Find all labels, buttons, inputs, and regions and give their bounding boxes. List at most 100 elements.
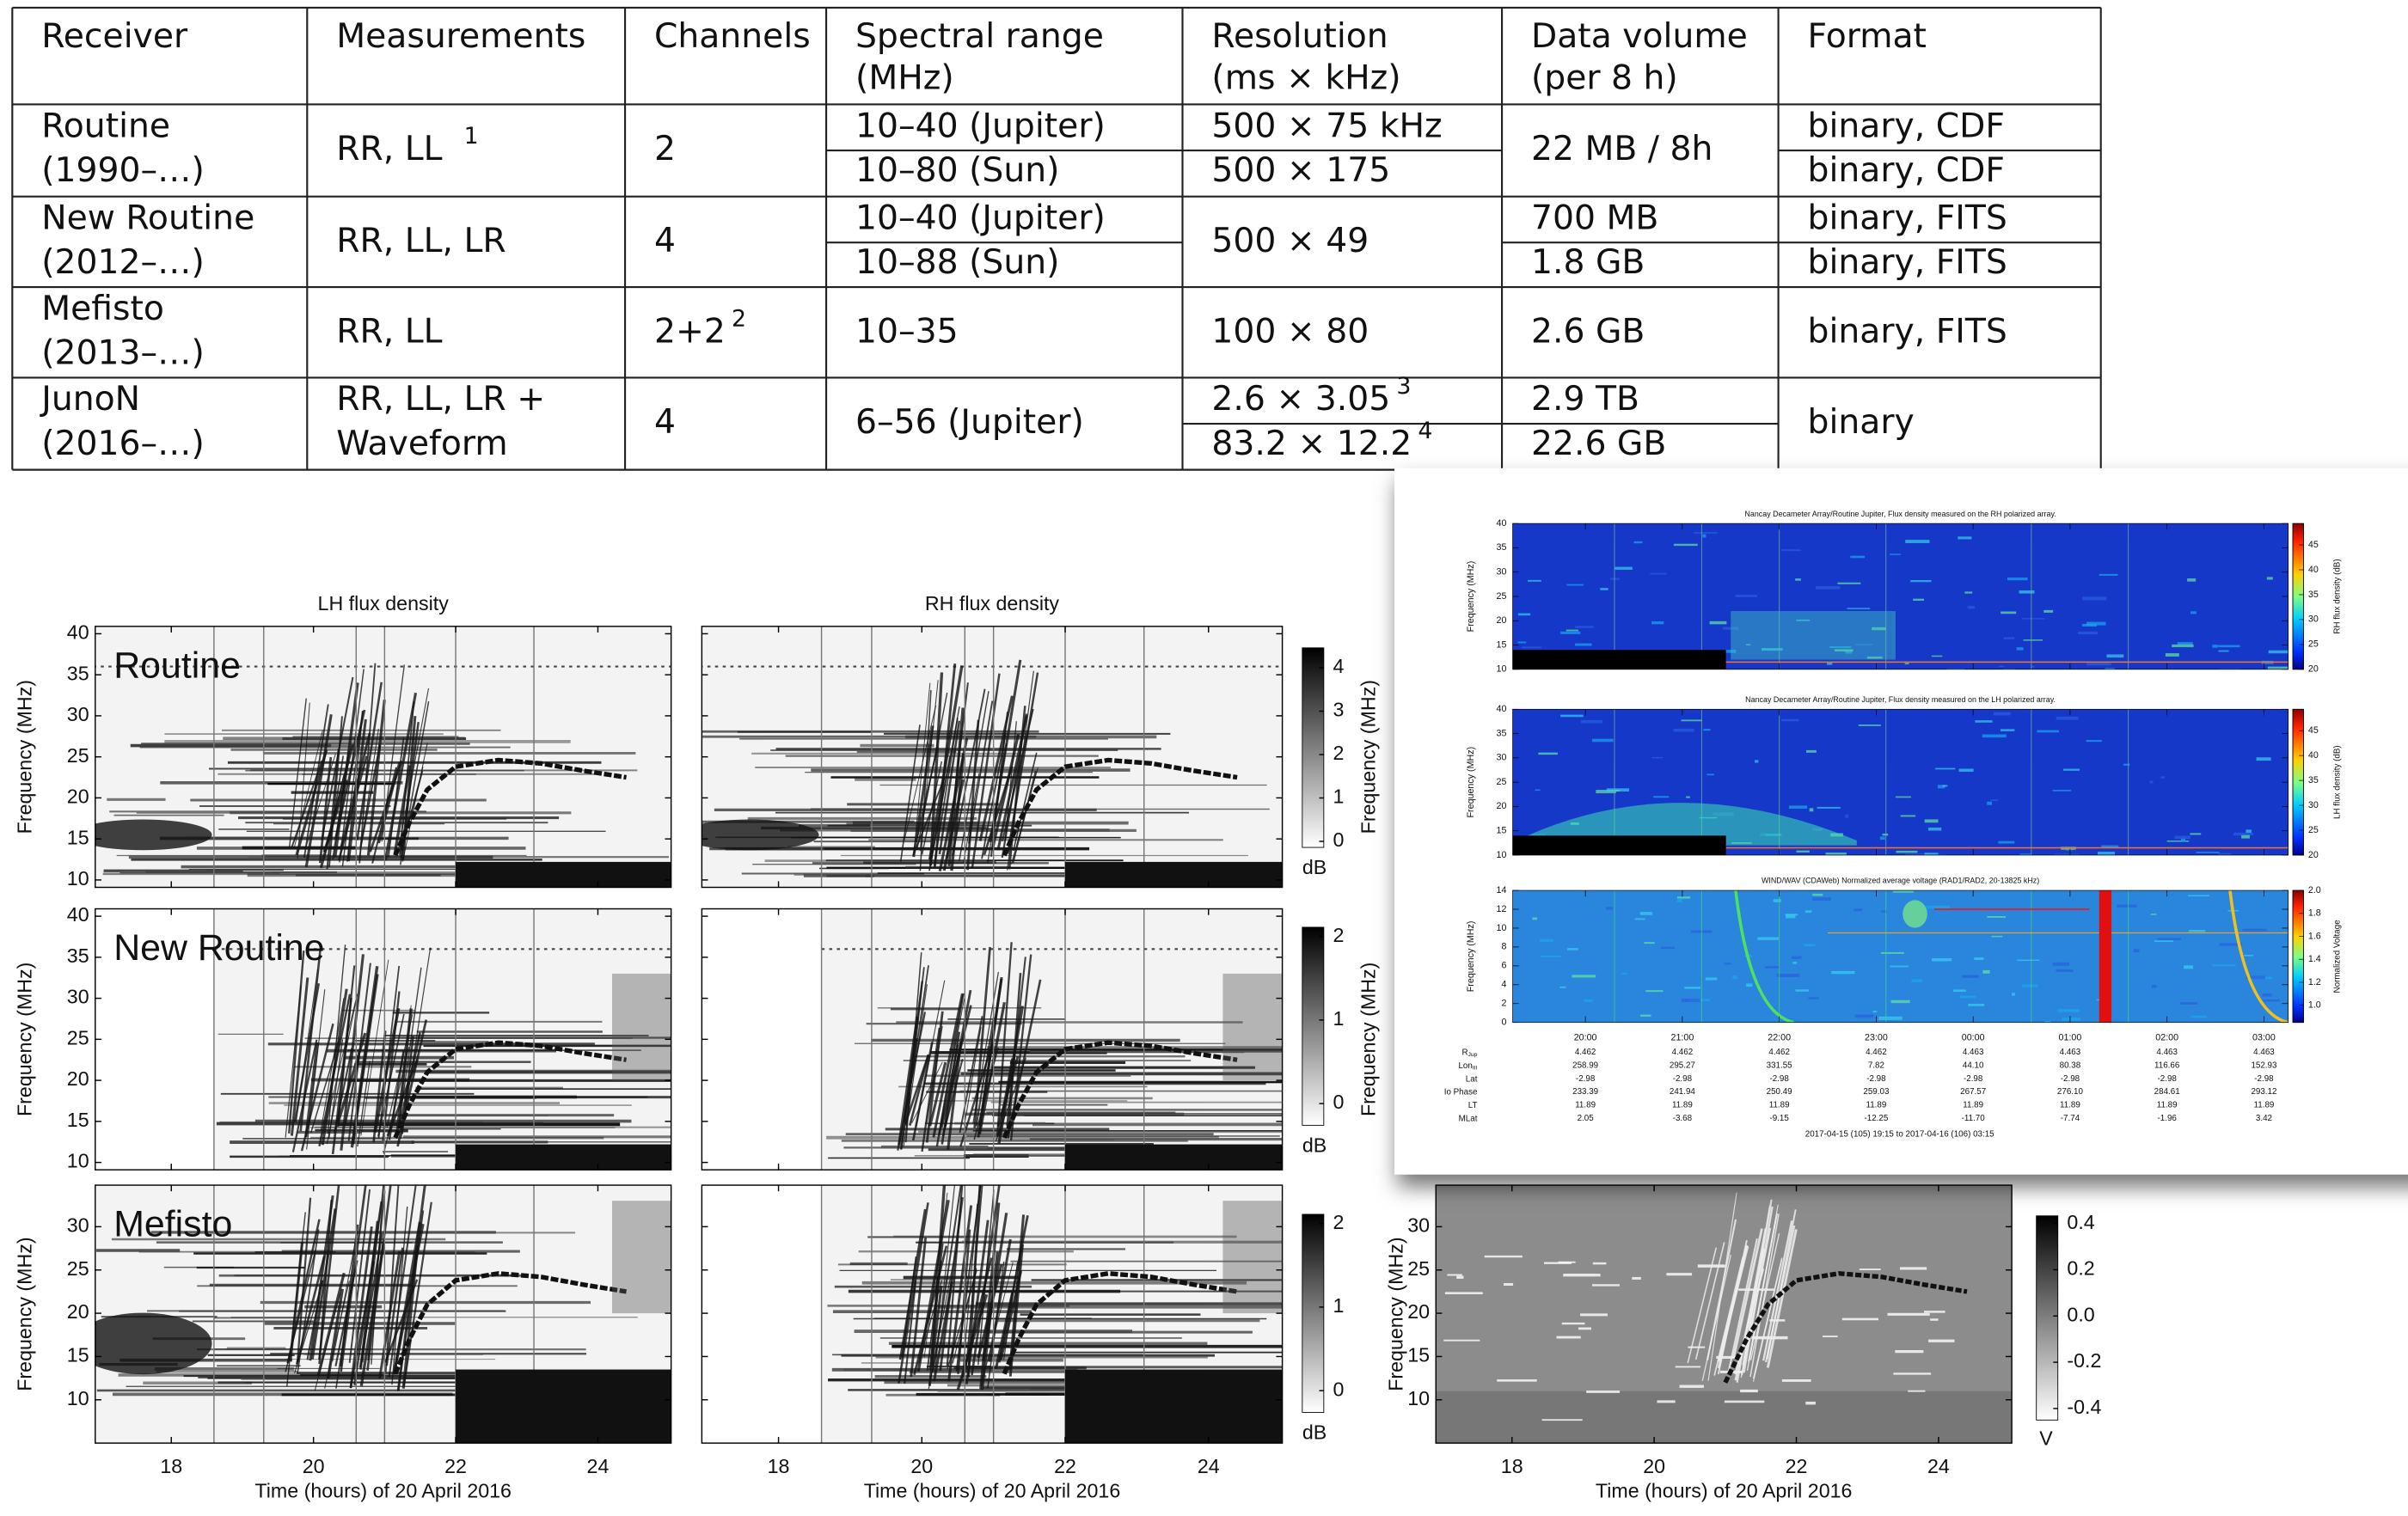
panel-frame xyxy=(701,626,1284,889)
burst xyxy=(926,1243,944,1371)
y-axis-label: Frequency (MHz) xyxy=(14,963,36,1116)
noise xyxy=(1974,957,1984,961)
noise xyxy=(1676,896,1691,899)
table-cell: 83.2 × 12.2 4 xyxy=(1211,417,1432,462)
table-cell: 10–40 (Jupiter) xyxy=(855,107,1106,145)
colorbar-tick-label: 25 xyxy=(2308,825,2319,835)
burst xyxy=(921,1027,941,1152)
noise xyxy=(1660,946,1675,950)
table-cell: 10–80 (Sun) xyxy=(855,151,1059,190)
low-band xyxy=(456,1369,671,1444)
ephemeris-value: 80.38 xyxy=(2060,1061,2081,1070)
noise xyxy=(1522,646,1541,649)
panel-title: WIND/WAV (CDAWeb) Normalized average vol… xyxy=(1762,877,2039,885)
noise xyxy=(2106,654,2124,658)
colorbar-tick-label: 1.2 xyxy=(2308,977,2321,987)
noise xyxy=(1572,975,1596,978)
panel-title: Nancay Decameter Array/Routine Jupiter, … xyxy=(1745,695,2056,704)
ephemeris-label: LT xyxy=(1468,1101,1478,1110)
burst xyxy=(334,1260,358,1366)
cell-text: 1.8 GB xyxy=(1531,243,1645,282)
table-cell: 4 xyxy=(654,222,676,260)
noise xyxy=(2149,780,2154,784)
panel-image xyxy=(702,1185,1283,1444)
burst xyxy=(898,1016,919,1146)
noise xyxy=(1987,916,2006,918)
noise xyxy=(1538,752,1558,755)
noise xyxy=(2007,577,2028,581)
burst xyxy=(295,969,319,1124)
table-cell: RR, LL, LR + xyxy=(336,380,545,419)
colorbar xyxy=(2036,1215,2059,1421)
ephemeris-value: 11.89 xyxy=(1575,1101,1596,1110)
noise xyxy=(2098,852,2116,855)
noise xyxy=(1913,598,1925,601)
noise xyxy=(2218,853,2231,855)
cell-text: RR, LL xyxy=(336,130,442,168)
table-cell: (2016–…) xyxy=(41,425,205,463)
panel-frame xyxy=(1512,708,2289,856)
cell-text: 10–40 (Jupiter) xyxy=(855,107,1106,145)
burst xyxy=(296,1197,312,1363)
low-band xyxy=(1436,1391,2013,1444)
burst xyxy=(1717,1244,1749,1362)
noise xyxy=(1786,914,1796,919)
ephemeris-label: MLat xyxy=(1459,1114,1478,1123)
noise xyxy=(2212,645,2218,648)
noise xyxy=(2001,611,2017,614)
cell-text: 2.6 × 3.05 xyxy=(1211,380,1390,419)
ephemeris-value: 11.89 xyxy=(2157,1101,2178,1110)
burst xyxy=(1006,957,1026,1127)
burst xyxy=(386,1014,414,1128)
ephemeris-value: 4.462 xyxy=(1575,1048,1596,1057)
noise xyxy=(1694,532,1718,535)
noise xyxy=(2055,853,2079,855)
colorbar-tick-label: 1 xyxy=(1333,1294,1345,1317)
colorbar-tick-label: 40 xyxy=(2308,750,2319,761)
noise xyxy=(1673,543,1698,547)
noise xyxy=(1644,942,1655,944)
noise xyxy=(1866,656,1883,659)
colorbar-label: RH flux density (dB) xyxy=(2332,559,2342,633)
noise xyxy=(1879,836,1885,841)
panel-frame xyxy=(701,908,1284,1171)
low-band xyxy=(1065,861,1283,888)
noise xyxy=(1845,814,1848,818)
noise xyxy=(1804,910,1812,914)
burst xyxy=(295,1256,326,1365)
burst xyxy=(391,1206,408,1385)
burst xyxy=(987,1261,1005,1389)
header-cell: Resolution xyxy=(1211,17,1388,56)
burst xyxy=(310,1208,337,1360)
cell-text: binary, CDF xyxy=(1808,107,2005,145)
noise xyxy=(2184,965,2194,969)
y-tick-label: 20 xyxy=(1497,801,1507,811)
noise xyxy=(1575,643,1592,646)
x-tick-label: 22 xyxy=(444,1455,467,1477)
low-freq-blob xyxy=(95,819,212,851)
noise xyxy=(1904,853,1929,855)
y-tick-label: 10 xyxy=(1407,1387,1430,1409)
burst xyxy=(377,1013,405,1137)
noise xyxy=(1732,975,1737,980)
colorbar-tick-label: 2.0 xyxy=(2308,885,2321,896)
panel-image xyxy=(1512,890,2289,1023)
noise xyxy=(1892,890,1914,893)
burst xyxy=(310,1038,340,1134)
burst xyxy=(941,1058,964,1137)
x-axis-label: Time (hours) of 20 April 2016 xyxy=(1596,1479,1853,1501)
burst xyxy=(285,985,302,1138)
noise xyxy=(1796,850,1810,853)
noise xyxy=(1634,918,1645,920)
y-tick-label: 40 xyxy=(67,621,89,644)
ephemeris-value: 4.463 xyxy=(2253,1048,2275,1057)
table-cell: 2.6 GB xyxy=(1531,312,1645,351)
table-cell: (1990–…) xyxy=(41,151,205,190)
noise xyxy=(1825,853,1847,855)
noise xyxy=(1882,833,1889,836)
burst xyxy=(1727,1238,1758,1372)
ephemeris-value: 241.94 xyxy=(1670,1087,1696,1097)
noise xyxy=(2190,611,2197,614)
noise xyxy=(2188,930,2206,932)
burst xyxy=(356,682,383,841)
